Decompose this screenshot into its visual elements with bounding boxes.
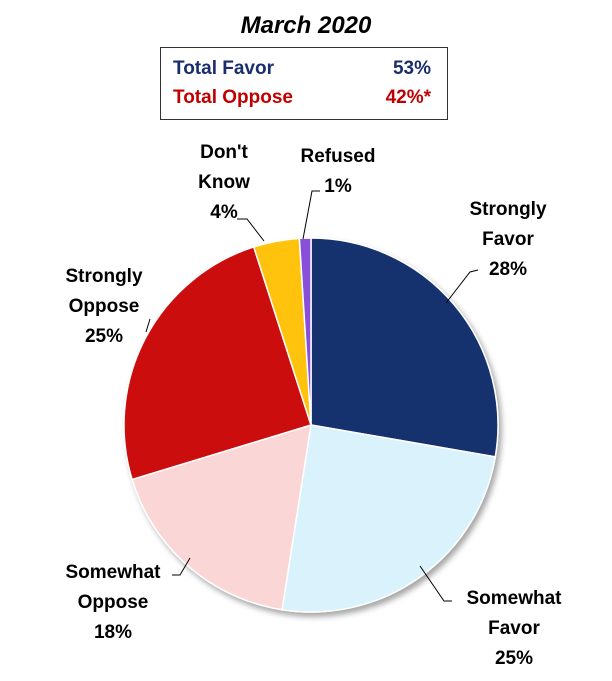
total-favor-row: Total Favor 53% — [173, 58, 435, 84]
pie-slice-strongly-oppose — [123, 246, 312, 481]
leader-line — [172, 557, 191, 576]
total-oppose-row: Total Oppose 42%* — [173, 87, 435, 113]
pie-slice-strongly-favor — [310, 237, 499, 458]
slice-label-somewhat-favor: Somewhat Favor 25% — [466, 588, 562, 669]
pie-slice-somewhat-oppose — [131, 423, 312, 611]
chart-title: March 2020 — [240, 12, 372, 39]
pie-slice-somewhat-favor — [281, 424, 497, 613]
leader-lines — [145, 190, 479, 602]
slice-label-strongly-oppose: Strongly Oppose 25% — [65, 266, 142, 347]
leader-line — [445, 269, 479, 304]
leader-line — [237, 218, 265, 242]
slice-label-strongly-favor: Strongly Favor 28% — [469, 199, 546, 280]
total-favor-value: 53% — [392, 58, 431, 79]
leader-line — [302, 190, 320, 240]
leader-line — [145, 318, 151, 333]
slice-labels: Strongly Favor 28% Somewhat Favor 25% Somewhat… — [65, 142, 562, 669]
slice-label-don-t-know: Don't Know 4% — [198, 142, 250, 223]
total-favor-label: Total Favor — [173, 58, 274, 79]
total-oppose-value: 42%* — [385, 87, 431, 108]
summary-box: Total Favor 53% Total Oppose 42%* — [160, 47, 448, 120]
leader-line — [419, 565, 452, 602]
pie-slice-refused — [298, 237, 312, 426]
slice-label-refused: Refused 1% — [301, 146, 376, 197]
total-oppose-label: Total Oppose — [173, 87, 293, 108]
pie-slices — [123, 237, 499, 613]
slice-label-somewhat-oppose: Somewhat Oppose 18% — [65, 562, 161, 643]
